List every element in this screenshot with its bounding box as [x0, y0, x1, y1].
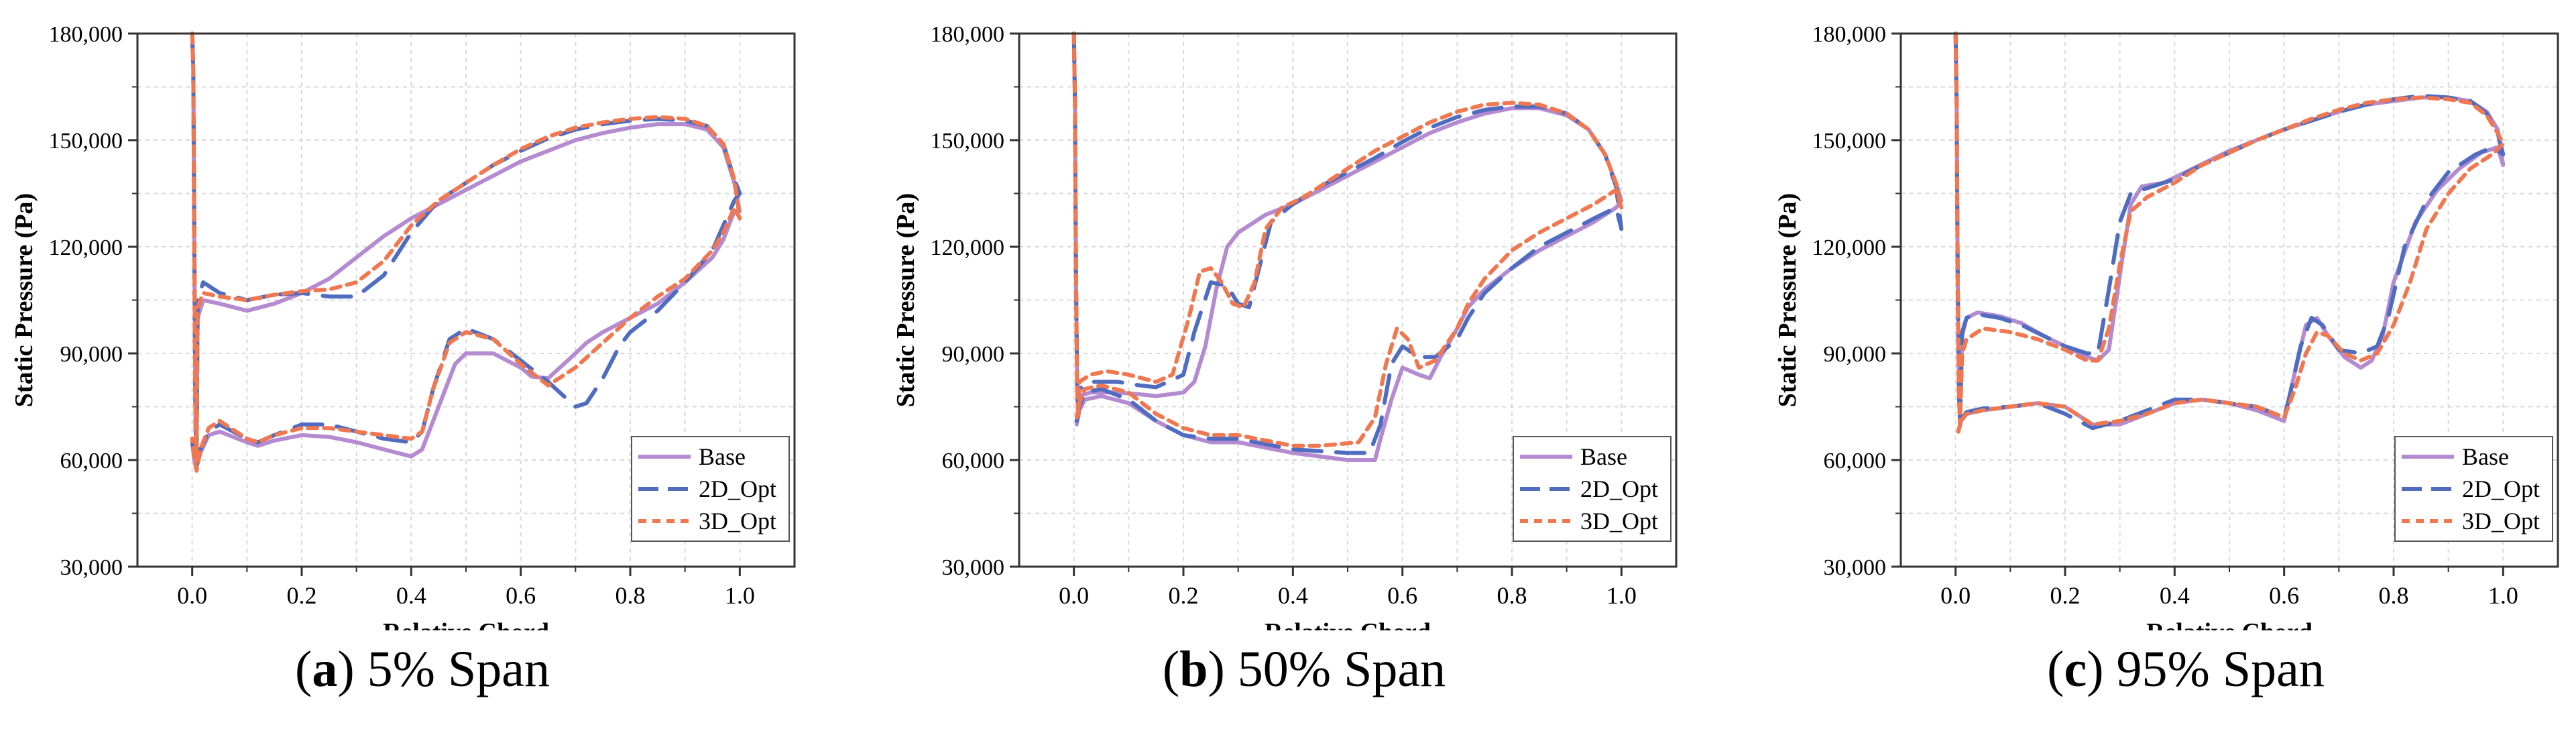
x-tick-label: 0.2 [287, 582, 317, 609]
caption-letter-c: c [2064, 641, 2087, 697]
y-tick-label: 60,000 [1824, 449, 1887, 473]
chart-panel-a: 0.0 0.2 0.4 0.6 0.8 1.0 30,000 60,000 90,000 120,… [0, 0, 845, 737]
y-tick-label: 180,000 [49, 22, 123, 47]
legend-label: Base [2462, 443, 2509, 470]
x-axis-label: Relative Chord [2146, 618, 2312, 630]
chart-svg-a: 0.0 0.2 0.4 0.6 0.8 1.0 30,000 60,000 90,000 120,… [10, 22, 796, 630]
chart-caption-c: (c) 95% Span [2047, 641, 2325, 697]
caption-text-a: 5% Span [367, 641, 550, 697]
y-tick-label: 120,000 [931, 235, 1005, 260]
series-line-2d-opt [190, 32, 742, 469]
x-tick-label: 0.4 [1278, 582, 1308, 609]
y-axis-label: Static Pressure (Pa) [892, 193, 920, 407]
caption-letter-b: b [1179, 641, 1208, 697]
y-tick-label: 120,000 [1812, 235, 1887, 260]
x-tick-label: 0.6 [2269, 582, 2299, 609]
x-tick-label: 0.0 [177, 582, 207, 609]
legend: Base 2D_Opt 3D_Opt [1513, 436, 1672, 542]
chart-panel-b: 0.0 0.2 0.4 0.6 0.8 1.0 30,000 60,000 90,000 120,… [882, 0, 1726, 737]
x-tick-label: 0.0 [1940, 582, 1971, 609]
series-line-3d-opt [1071, 32, 1624, 448]
x-axis-label: Relative Chord [383, 618, 549, 630]
y-tick-label: 150,000 [931, 129, 1005, 154]
y-tick-label: 30,000 [1824, 555, 1887, 580]
legend: Base 2D_Opt 3D_Opt [2394, 436, 2553, 542]
caption-text-c: 95% Span [2116, 641, 2325, 697]
legend-label: 2D_Opt [2462, 475, 2540, 502]
series-line-2d-opt [1953, 32, 2506, 434]
legend-label: Base [1580, 443, 1627, 470]
series-line-3d-opt [1953, 32, 2506, 434]
caption-text-b: 50% Span [1237, 641, 1446, 697]
x-tick-label: 0.0 [1059, 582, 1089, 609]
legend-label: 2D_Opt [699, 475, 776, 502]
x-tick-label: 1.0 [725, 582, 755, 609]
x-tick-label: 0.6 [506, 582, 536, 609]
y-tick-label: 30,000 [942, 555, 1005, 580]
x-tick-label: 0.4 [2160, 582, 2190, 609]
y-axis-label: Static Pressure (Pa) [1773, 193, 1802, 407]
chart-caption-b: (b) 50% Span [1162, 641, 1446, 697]
series-group [1953, 32, 2506, 434]
y-tick-label: 30,000 [60, 555, 123, 580]
series-group [1071, 32, 1624, 462]
x-tick-label: 0.8 [2379, 582, 2409, 609]
series-line-2d-opt [1071, 32, 1624, 455]
caption-letter-a: a [312, 641, 338, 697]
series-line-3d-opt [190, 32, 742, 473]
x-axis-label: Relative Chord [1265, 618, 1431, 630]
y-tick-label: 90,000 [1824, 342, 1887, 367]
chart-caption-a: (a) 5% Span [295, 641, 550, 697]
y-axis-label: Static Pressure (Pa) [10, 193, 38, 407]
y-tick-label: 150,000 [49, 129, 123, 154]
legend-label: 2D_Opt [1580, 475, 1658, 502]
legend: Base 2D_Opt 3D_Opt [631, 436, 790, 542]
legend-label: 3D_Opt [2462, 508, 2540, 534]
x-tick-label: 0.2 [1169, 582, 1199, 609]
legend-label: 3D_Opt [699, 508, 776, 534]
y-tick-label: 60,000 [942, 449, 1005, 473]
x-tick-label: 0.8 [1497, 582, 1527, 609]
x-tick-label: 0.6 [1387, 582, 1417, 609]
chart-svg-c: 0.0 0.2 0.4 0.6 0.8 1.0 30,000 60,000 90,000 120,… [1773, 22, 2559, 630]
x-tick-label: 0.2 [2050, 582, 2081, 609]
y-tick-label: 150,000 [1812, 129, 1887, 154]
x-tick-label: 1.0 [2488, 582, 2518, 609]
y-tick-label: 90,000 [60, 342, 123, 367]
y-tick-label: 60,000 [60, 449, 123, 473]
legend-label: 3D_Opt [1580, 508, 1658, 534]
y-tick-label: 180,000 [931, 22, 1005, 47]
x-tick-label: 0.8 [616, 582, 646, 609]
chart-svg-b: 0.0 0.2 0.4 0.6 0.8 1.0 30,000 60,000 90,000 120,… [892, 22, 1678, 630]
chart-panel-c: 0.0 0.2 0.4 0.6 0.8 1.0 30,000 60,000 90,000 120,… [1763, 0, 2576, 737]
x-tick-label: 0.4 [396, 582, 426, 609]
series-group [190, 32, 742, 473]
y-tick-label: 120,000 [49, 235, 123, 260]
y-tick-label: 90,000 [942, 342, 1005, 367]
y-tick-label: 180,000 [1812, 22, 1887, 47]
x-tick-label: 1.0 [1606, 582, 1637, 609]
legend-label: Base [699, 443, 746, 470]
